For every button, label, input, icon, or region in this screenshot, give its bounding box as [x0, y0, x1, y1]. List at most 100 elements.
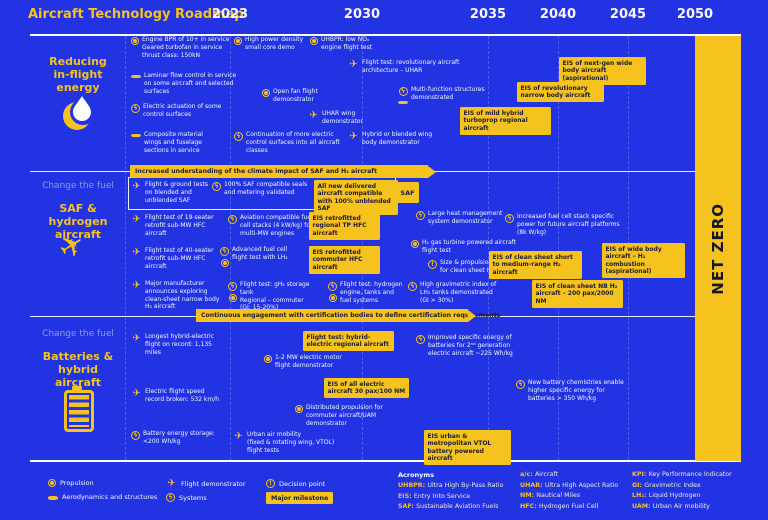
acronym-definition: Nautical Miles — [536, 492, 581, 499]
timeline-year: 2030 — [343, 7, 381, 22]
item-icons: ϟ — [516, 379, 525, 389]
lane-sublabel-saf: Change the fuel — [42, 181, 114, 191]
plane-icon: ✈ — [132, 213, 141, 225]
legend-item-propulsion: Propulsion — [48, 479, 94, 487]
propulsion-icon — [131, 36, 139, 45]
plane-icon: ✈ — [309, 109, 318, 121]
item-icons: ϟ — [228, 281, 237, 302]
systems-icon: ϟ — [516, 379, 525, 389]
item-text: Engine BPR of 10+ in service Geared turb… — [142, 36, 230, 59]
top-frame-line — [30, 34, 741, 36]
acronym-definition: Aircraft — [535, 471, 558, 478]
item-icons: ϟ — [212, 181, 221, 191]
item-icons — [411, 239, 419, 248]
propulsion-icon — [310, 36, 318, 45]
timeline-year: 2023 — [211, 7, 249, 22]
legend-item-aero: Aerodynamics and structures — [48, 493, 157, 501]
item-text: 1-2 MW electric motor flight demonstrato… — [275, 354, 342, 369]
propulsion-icon — [264, 354, 272, 363]
legend-label: Systems — [179, 493, 207, 502]
roadmap-item: UHBPR: low NOₓ engine flight test — [310, 36, 390, 52]
timeline-year: 2050 — [676, 7, 714, 22]
systems-icon: ϟ — [166, 493, 175, 502]
item-text: Laminar flow control in service on some … — [144, 72, 237, 95]
roadmap-item: Laminar flow control in service on some … — [131, 72, 243, 95]
propulsion-icon — [220, 258, 229, 267]
plane-icon: ✈ — [132, 180, 141, 192]
item-icons: ✈ — [348, 59, 359, 70]
systems-icon: ϟ — [328, 281, 337, 291]
acronym-definition: Ultra High By-Pass Ratio — [427, 482, 504, 489]
milestone-box: EIS of wide body aircraft – H₂ combustio… — [602, 243, 685, 278]
item-text: Flight test: hydrogen engine, tanks and … — [340, 281, 403, 304]
roadmap-item: ϟ High gravimetric index of LH₂ tanks dem… — [408, 281, 500, 304]
roadmap-item: ϟ Flight test: gH₂ storage tank Regional … — [228, 281, 316, 312]
aero-icon — [131, 74, 141, 78]
net-zero-bar: NET ZERO — [695, 36, 741, 461]
roadmap-item: ✈ Urban air mobility (fixed & rotating wi… — [233, 431, 345, 454]
net-zero-label: NET ZERO — [709, 202, 727, 295]
systems-icon: ϟ — [234, 131, 243, 141]
roadmap-item: ✈ Flight test of 40-seater retrofit sub-M… — [131, 247, 217, 270]
item-text: Flight test of 40-seater retrofit sub-MW… — [145, 247, 214, 270]
acronym-key: UAM: — [632, 502, 653, 510]
plane-icon: ✈ — [132, 332, 141, 344]
systems-icon: ϟ — [131, 103, 140, 113]
item-icons — [131, 72, 141, 78]
item-icons: ✈ — [308, 110, 319, 121]
roadmap-item: ϟ Flight test: hydrogen engine, tanks and… — [328, 281, 406, 304]
item-icons: ✈ — [131, 214, 142, 225]
item-icons: ✈ — [233, 431, 244, 442]
item-icons: ϟ — [131, 430, 140, 440]
aero-icon — [131, 133, 141, 137]
milestone-box: EIS retrofitted regional TP HFC aircraft — [309, 212, 380, 240]
item-text: Advanced fuel cell flight test with LH₂ — [232, 246, 288, 261]
bottom-frame-line — [30, 460, 741, 462]
roadmap-item: ϟ Continuation of more electric control s… — [234, 131, 356, 154]
item-text: Aviation compatible fuel cell stacks (4 … — [240, 214, 313, 237]
acronym-entry: GI: Gravimetric Index — [632, 482, 701, 489]
item-icons — [131, 36, 139, 45]
item-icons: ✈ — [131, 247, 142, 258]
roadmap-item: ϟ Electric actuation of some control surf… — [131, 103, 231, 119]
systems-icon: ϟ — [228, 214, 237, 224]
h2-plane-icon: ✈ H₂ — [52, 225, 93, 269]
item-text: Major manufacturer announces exploring c… — [145, 280, 220, 311]
roadmap-item: ✈ Flight test of 19-seater retrofit sub-M… — [131, 214, 217, 237]
item-icons: ϟ — [228, 214, 237, 224]
item-icons: ϟ — [131, 103, 140, 113]
roadmap-item: ϟ Increased fuel cell stack specific powe… — [505, 213, 629, 236]
acronym-definition: Key Performance Indicator — [648, 471, 732, 478]
milestone-box: EIS of mild hybrid turboprop regional ai… — [460, 107, 551, 135]
systems-icon: ϟ — [398, 86, 408, 96]
acronyms-heading: Acronyms — [398, 471, 435, 479]
item-icons: ϟ — [416, 210, 425, 220]
roadmap-item: H₂ gas turbine powered aircraft flight t… — [411, 239, 519, 255]
timeline-year: 2045 — [609, 7, 647, 22]
roadmap-item: ϟ New battery chemistries enable higher s… — [516, 379, 626, 402]
item-text: Multi-function structures demonstrated — [411, 86, 485, 101]
roadmap-item: ✈ UHAR wing demonstrator — [308, 110, 388, 126]
acronym-key: KPI: — [632, 471, 649, 478]
roadmap-item: ✈ Flight & ground tests on blended and un… — [131, 181, 215, 204]
item-text: High gravimetric index of LH₂ tanks demo… — [420, 281, 497, 304]
acronym-definition: Urban Air mobility — [652, 502, 710, 510]
item-icons: ϟ — [416, 334, 425, 344]
item-text: High power density small core demo — [245, 36, 304, 51]
roadmap-item: Open fan flight demonstrator — [262, 88, 342, 104]
propulsion-icon — [48, 479, 56, 487]
item-text: Electric actuation of some control surfa… — [143, 103, 222, 118]
acronym-definition: Hydrogen Fuel Cell — [538, 502, 599, 510]
roadmap-item: ϟ 100% SAF compatible seals and metering … — [212, 181, 310, 197]
legend-item-plane: ✈ Flight demonstrator — [166, 479, 245, 489]
item-icons: ϟ — [328, 281, 337, 302]
plane-icon: ✈ — [132, 246, 141, 258]
roadmap-item: Composite material wings and fuselage se… — [131, 131, 226, 154]
timeline-years: 2023 2030 2035 2040 2045 2050 — [0, 0, 768, 30]
roadmap-item: High power density small core demo — [234, 36, 318, 52]
systems-icon: ϟ — [228, 281, 237, 291]
lane-sublabel-batteries: Change the fuel — [42, 329, 114, 339]
item-text: Battery energy storage: <200 Wh/kg — [143, 430, 215, 445]
page-title: Aircraft Technology Roadmap — [28, 7, 244, 22]
timeline-year: 2040 — [539, 7, 577, 22]
